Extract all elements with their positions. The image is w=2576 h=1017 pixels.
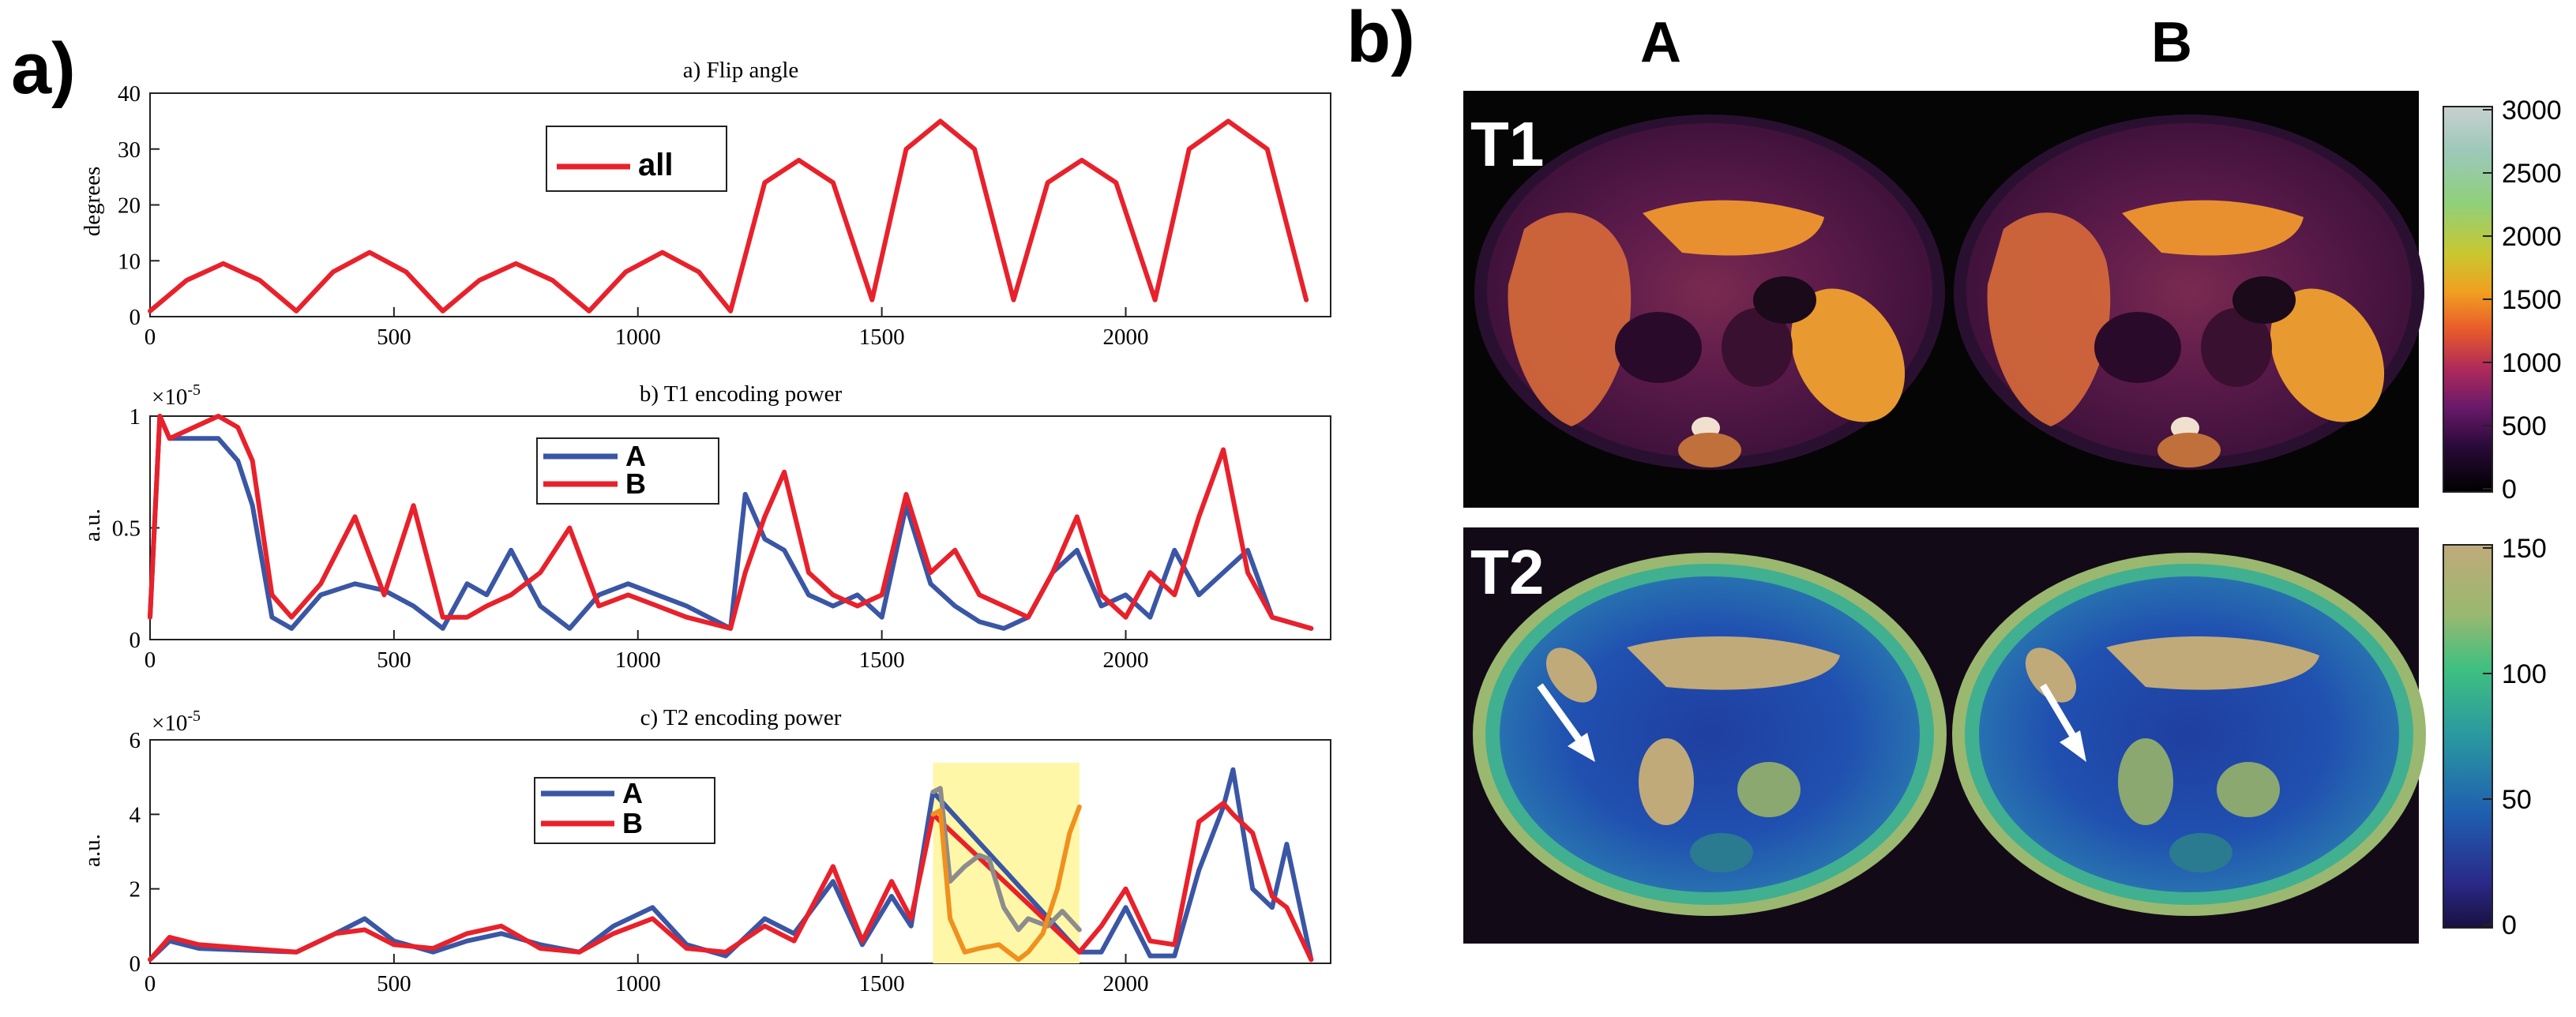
y-tick-label: 0 <box>130 951 141 977</box>
column-a-label: A <box>1640 11 1681 74</box>
t1-colorbar: 3000 2500 2000 1500 1000 500 0 <box>2443 96 2562 505</box>
y-tick-label: 10 <box>118 249 141 274</box>
legend-label-all: all <box>638 148 673 182</box>
t1-colorbar-ticks: 3000 2500 2000 1500 1000 500 0 <box>2483 96 2562 505</box>
x-tick-label: 2000 <box>1103 325 1149 350</box>
t1-encoding-title: b) T1 encoding power <box>640 381 843 407</box>
column-b-label: B <box>2151 11 2192 74</box>
t2-colorbar: 150 100 50 0 <box>2443 534 2547 940</box>
t2-encoding-ylabel: a.u. <box>80 834 105 867</box>
t1-map-label: T1 <box>1470 109 1544 179</box>
y-tick-label: 20 <box>118 193 141 219</box>
t2-map-a <box>1473 553 1947 916</box>
flip-angle-lines <box>148 118 1309 313</box>
x-tick-label: 1500 <box>859 325 905 350</box>
colorbar-tick-label: 2000 <box>2502 222 2562 252</box>
t2-encoding-lines <box>148 767 1314 963</box>
flip-angle-title: a) Flip angle <box>683 58 799 83</box>
series-line-b <box>148 414 1314 631</box>
x-tick-label: 1000 <box>615 971 661 996</box>
t1-encoding-legend <box>536 437 719 505</box>
x-tick-label: 0 <box>145 325 156 350</box>
colorbar-tick-label: 1500 <box>2502 285 2562 315</box>
x-tick-label: 1000 <box>615 325 661 350</box>
x-tick-label: 500 <box>377 971 411 996</box>
t2-encoding-axes <box>149 739 1331 964</box>
t2-map-panel: T2 <box>1463 527 2426 944</box>
t2-encoding-plot: c) T2 encoding power a.u. ×10-5 0 500 1000… <box>80 705 1331 996</box>
panel-b-label: b) <box>1346 0 1415 77</box>
x-tick-label: 1500 <box>859 647 905 673</box>
t1-map-panel: T1 <box>1463 91 2424 508</box>
x-tick-label: 2000 <box>1103 647 1149 673</box>
flip-angle-ylabel: degrees <box>80 167 105 237</box>
x-tick-label: 0 <box>145 971 156 996</box>
y-tick-label: 6 <box>130 728 141 753</box>
legend-label-a: A <box>622 777 643 809</box>
t1-encoding-plot: b) T1 encoding power a.u. ×10-5 0 500 1000… <box>80 381 1331 673</box>
y-tick-label: 0 <box>130 628 141 653</box>
x-tick-label: 500 <box>377 647 411 673</box>
y-tick-label: 1 <box>130 404 141 430</box>
colorbar-tick-label: 150 <box>2502 534 2547 564</box>
legend-label-b: B <box>625 467 646 500</box>
colorbar-tick-label: 500 <box>2502 411 2547 441</box>
flip-angle-ticks: 0 500 1000 1500 2000 0 10 20 30 40 <box>118 81 1149 350</box>
y-tick-label: 0 <box>130 305 141 330</box>
t1-exponent: ×10-5 <box>152 381 201 410</box>
y-tick-label: 0.5 <box>112 516 141 542</box>
colorbar-tick-label: 1000 <box>2502 348 2562 378</box>
legend-label-a: A <box>625 440 646 472</box>
series-line-b-highlighted <box>930 804 1082 963</box>
t1-encoding-ticks: 0 500 1000 1500 2000 0 0.5 1 <box>112 404 1149 673</box>
t2-colorbar-gradient <box>2443 544 2493 929</box>
t2-encoding-title: c) T2 encoding power <box>640 705 842 730</box>
series-line-a-highlighted <box>930 786 1082 933</box>
x-tick-label: 0 <box>145 647 156 673</box>
colorbar-tick-label: 2500 <box>2502 159 2562 189</box>
t2-exponent: ×10-5 <box>152 707 201 736</box>
x-tick-label: 2000 <box>1103 971 1149 996</box>
series-line-all <box>148 118 1309 313</box>
arrow-icon <box>1537 683 1595 762</box>
t2-map-b <box>1952 553 2426 916</box>
y-tick-label: 40 <box>118 81 141 107</box>
colorbar-tick-label: 0 <box>2502 475 2517 505</box>
x-tick-label: 1000 <box>615 647 661 673</box>
legend-label-b: B <box>622 807 643 839</box>
t1-encoding-lines <box>148 414 1314 631</box>
t2-map-label: T2 <box>1470 537 1544 607</box>
flip-angle-plot: a) Flip angle degrees 0 500 1000 1500 2000 0 1… <box>80 58 1331 350</box>
x-tick-label: 500 <box>377 325 411 350</box>
t1-map-a <box>1474 114 1945 470</box>
t2-encoding-legend <box>534 777 715 844</box>
y-tick-label: 2 <box>130 877 141 903</box>
x-tick-label: 1500 <box>859 971 905 996</box>
flip-angle-legend <box>546 126 727 192</box>
series-line-a <box>148 767 1314 963</box>
t1-map-b <box>1954 114 2424 470</box>
colorbar-tick-label: 100 <box>2502 659 2547 689</box>
panel-a-label: a) <box>11 28 76 109</box>
y-tick-label: 4 <box>130 802 141 827</box>
arrow-icon <box>2040 683 2086 762</box>
series-line-b <box>148 801 1314 963</box>
t2-encoding-ticks: 0 500 1000 1500 2000 0 2 4 6 <box>130 728 1149 996</box>
colorbar-tick-label: 50 <box>2502 785 2532 815</box>
t2-colorbar-ticks: 150 100 50 0 <box>2483 534 2547 940</box>
colorbar-tick-label: 0 <box>2502 910 2517 940</box>
t1-encoding-ylabel: a.u. <box>80 508 105 542</box>
y-tick-label: 30 <box>118 137 141 163</box>
colorbar-tick-label: 3000 <box>2502 96 2562 126</box>
